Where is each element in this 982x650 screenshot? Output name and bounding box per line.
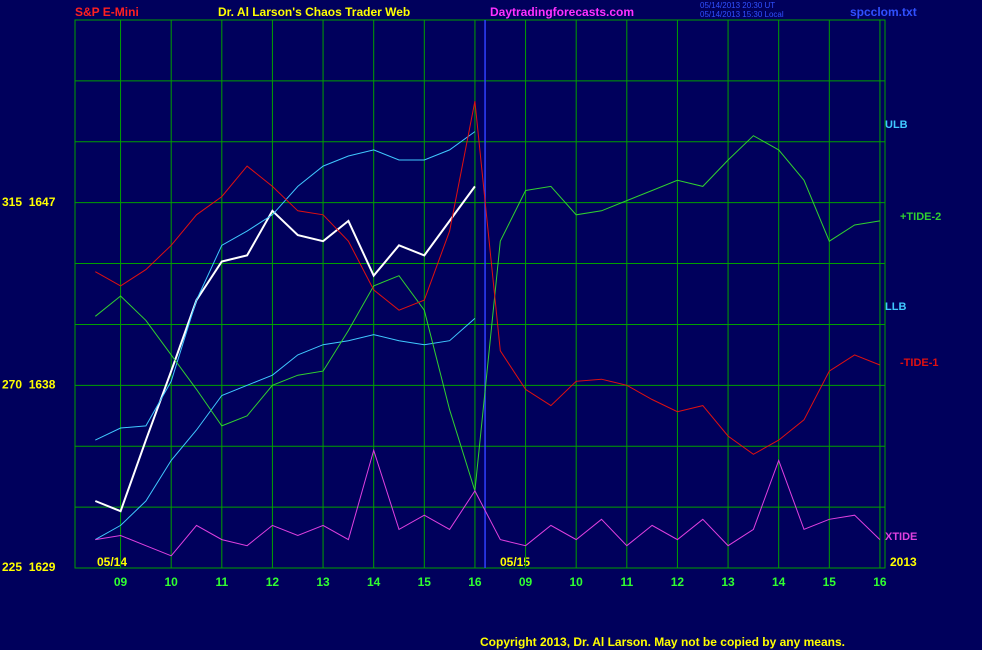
x-tick-label: 14	[772, 575, 786, 589]
x-tick-label: 12	[671, 575, 685, 589]
series-line	[95, 131, 476, 441]
series-line	[94, 185, 476, 513]
copyright: Copyright 2013, Dr. Al Larson. May not b…	[480, 635, 845, 649]
legend-label: LLB	[885, 301, 906, 313]
y-tick-label: 270 1638	[2, 378, 56, 392]
y-tick-label: 225 1629	[2, 560, 56, 574]
plot-frame	[74, 19, 886, 569]
x-tick-label: 11	[620, 575, 633, 589]
x-tick-label: 09	[114, 575, 128, 589]
legend-label: -TIDE-1	[900, 357, 939, 369]
site: Daytradingforecasts.com	[490, 5, 634, 19]
x-tick-label: 15	[418, 575, 432, 589]
instrument: S&P E-Mini	[75, 5, 139, 19]
x-tick-label: 15	[823, 575, 837, 589]
file-name: spcclom.txt	[850, 5, 917, 19]
legend-label: XTIDE	[885, 531, 917, 543]
x-tick-label: 11	[215, 575, 228, 589]
x-tick-label: 09	[519, 575, 533, 589]
timestamp: 05/14/2013 20:30 UT	[700, 1, 775, 10]
year-label: 2013	[890, 555, 917, 569]
chart-title: Dr. Al Larson's Chaos Trader Web	[218, 5, 410, 19]
x-tick-label: 16	[873, 575, 887, 589]
series-line	[95, 318, 476, 541]
x-tick-label: 13	[316, 575, 330, 589]
series-line	[95, 101, 881, 455]
date-label: 05/15	[500, 555, 530, 569]
date-label: 05/14	[97, 555, 127, 569]
x-tick-label: 13	[721, 575, 735, 589]
x-tick-label: 12	[266, 575, 280, 589]
series-line	[95, 448, 881, 557]
legend-label: +TIDE-2	[900, 211, 941, 223]
x-tick-label: 10	[165, 575, 179, 589]
timestamp: 05/14/2013 15:30 Local	[700, 10, 784, 19]
x-tick-label: 14	[367, 575, 381, 589]
x-tick-label: 10	[570, 575, 584, 589]
y-tick-label: 315 1647	[2, 195, 56, 209]
x-tick-label: 16	[468, 575, 482, 589]
series-line	[94, 135, 880, 492]
legend-label: ULB	[885, 119, 908, 131]
